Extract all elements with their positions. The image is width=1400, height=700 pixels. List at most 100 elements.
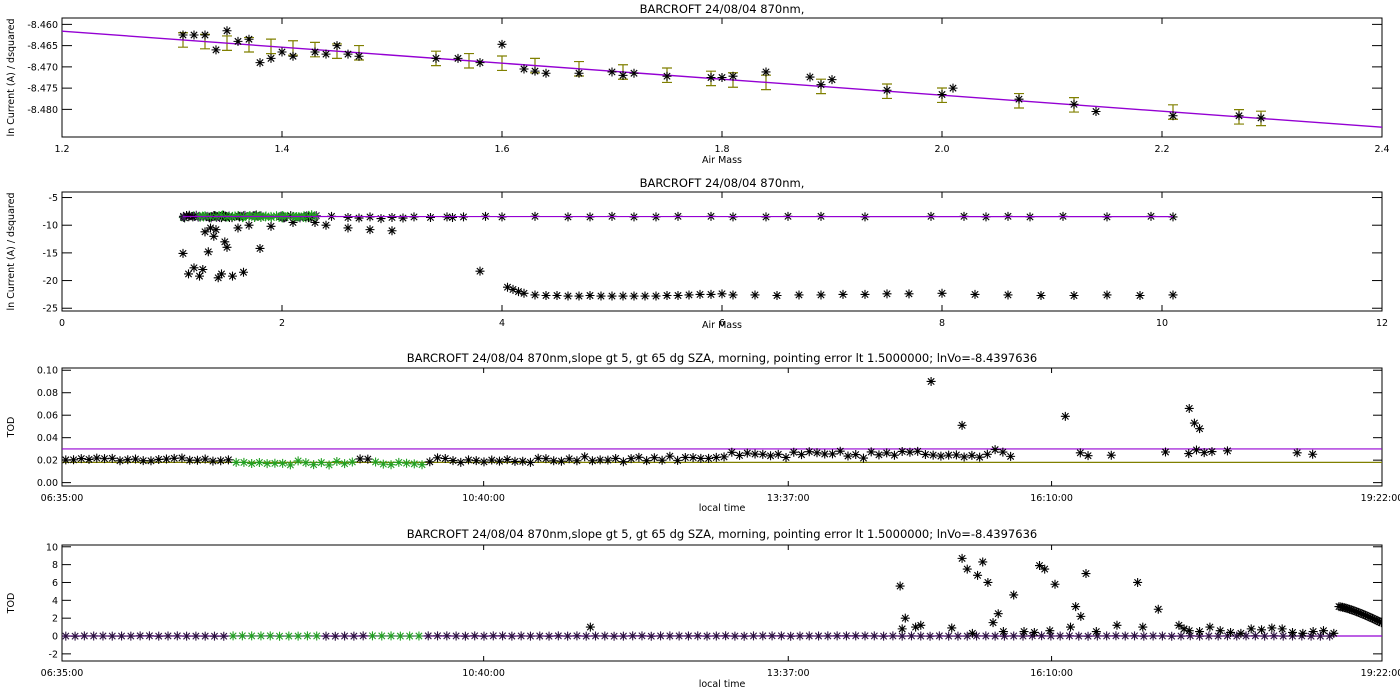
- data-point: [587, 456, 597, 466]
- data-point: [228, 631, 238, 641]
- data-point: [519, 64, 529, 74]
- data-point: [69, 455, 79, 465]
- data-point: [310, 217, 320, 227]
- x-tick-label: 10:40:00: [462, 493, 505, 504]
- data-point: [600, 631, 610, 641]
- data-point: [1045, 626, 1055, 636]
- data-point: [937, 288, 947, 298]
- data-point: [189, 263, 199, 273]
- x-tick-label: 10:40:00: [462, 668, 505, 679]
- data-point: [541, 291, 551, 301]
- data-point: [1060, 411, 1070, 421]
- data-point: [936, 451, 946, 461]
- data-point: [897, 446, 907, 456]
- data-point: [772, 291, 782, 301]
- data-point: [626, 454, 636, 464]
- x-tick-label: 1.2: [54, 144, 69, 155]
- data-point: [262, 459, 272, 469]
- data-point: [1376, 618, 1382, 628]
- data-point: [222, 26, 232, 36]
- data-point: [479, 631, 489, 641]
- data-point: [1369, 614, 1379, 624]
- data-point: [728, 71, 738, 81]
- data-point: [355, 454, 365, 464]
- data-point: [1325, 631, 1335, 641]
- data-point: [629, 291, 639, 301]
- data-point: [169, 453, 179, 463]
- data-point: [479, 457, 489, 467]
- data-point: [572, 456, 582, 466]
- data-point: [386, 460, 396, 470]
- data-point: [233, 223, 243, 233]
- data-point: [665, 631, 675, 641]
- data-point: [79, 631, 89, 641]
- data-point: [423, 631, 433, 641]
- data-point: [688, 453, 698, 463]
- data-point: [797, 450, 807, 460]
- data-point: [827, 449, 837, 459]
- data-point: [1074, 631, 1084, 641]
- x-tick-label: 06:35:00: [41, 668, 84, 679]
- data-point: [470, 631, 480, 641]
- data-point: [944, 450, 954, 460]
- data-point: [184, 269, 193, 279]
- data-point: [953, 631, 963, 641]
- data-point: [541, 68, 551, 78]
- data-point: [266, 221, 276, 231]
- data-point: [990, 631, 1000, 641]
- data-point: [332, 456, 342, 466]
- data-point: [535, 631, 545, 641]
- data-point: [209, 631, 219, 641]
- data-point: [84, 454, 94, 464]
- x-tick-label: 10: [1156, 318, 1168, 329]
- data-point: [1269, 631, 1279, 641]
- data-point: [882, 448, 892, 458]
- y-tick-label: -2: [49, 649, 58, 660]
- data-point: [786, 631, 796, 641]
- data-point: [1195, 631, 1205, 641]
- data-point: [220, 237, 230, 247]
- data-point: [835, 446, 845, 456]
- data-point: [882, 289, 892, 299]
- y-tick-label: 0.10: [37, 366, 58, 377]
- data-point: [172, 631, 182, 641]
- data-point: [275, 631, 285, 641]
- data-point: [518, 456, 528, 466]
- data-point: [417, 460, 427, 470]
- data-point: [998, 447, 1008, 457]
- data-point: [916, 620, 926, 630]
- data-point: [767, 631, 777, 641]
- plot-area: [62, 26, 1382, 128]
- data-point: [1362, 611, 1372, 621]
- data-point: [556, 456, 566, 466]
- data-point: [206, 223, 215, 233]
- data-point: [1003, 290, 1013, 300]
- data-point: [293, 456, 303, 466]
- data-point: [684, 290, 694, 300]
- data-point: [1353, 607, 1363, 617]
- data-point: [394, 457, 404, 467]
- data-point: [1168, 290, 1178, 300]
- data-point: [402, 458, 412, 468]
- data-point: [1199, 448, 1209, 458]
- chart-title: BARCROFT 24/08/04 870nm,: [640, 176, 805, 190]
- data-point: [585, 291, 595, 301]
- plot-frame: [61, 367, 1383, 487]
- data-point: [1006, 451, 1016, 461]
- data-point: [184, 210, 194, 220]
- data-point: [349, 631, 359, 641]
- x-tick-label: 8: [939, 318, 945, 329]
- y-tick-label: -10: [42, 221, 58, 232]
- data-point: [711, 631, 721, 641]
- data-point: [1205, 622, 1215, 632]
- data-point: [812, 448, 822, 458]
- data-point: [463, 455, 473, 465]
- data-point: [244, 220, 254, 230]
- data-point: [1345, 604, 1355, 614]
- data-point: [1139, 631, 1149, 641]
- plot-area: [178, 210, 1178, 301]
- data-point: [371, 457, 381, 467]
- data-point: [316, 458, 326, 468]
- data-point: [596, 291, 606, 301]
- data-point: [1371, 615, 1381, 625]
